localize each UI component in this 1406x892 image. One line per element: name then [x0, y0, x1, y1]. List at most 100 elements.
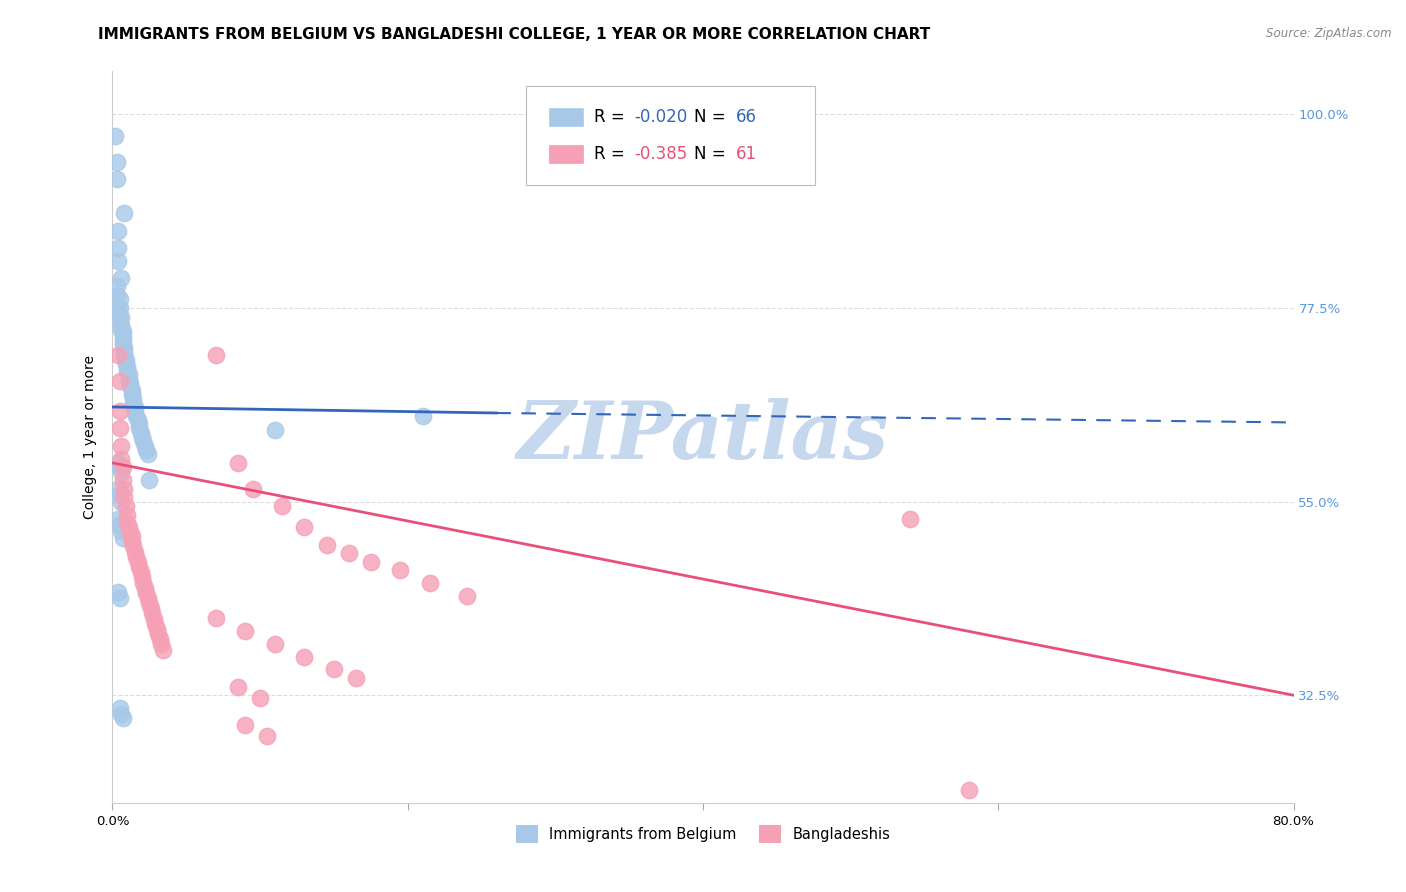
Point: [149, 632, 172, 647]
Point: [105, 288, 128, 302]
Point: [111, 324, 134, 338]
Point: [205, 611, 228, 625]
Point: [128, 560, 150, 574]
Point: [139, 601, 162, 615]
Point: [111, 337, 134, 351]
Point: [107, 305, 129, 319]
Point: [108, 301, 131, 315]
Point: [124, 404, 146, 418]
Point: [118, 368, 141, 382]
Text: R =: R =: [595, 145, 630, 163]
Point: [256, 729, 278, 743]
Point: [124, 544, 146, 558]
Text: -0.385: -0.385: [634, 145, 688, 163]
Point: [131, 430, 153, 444]
Point: [122, 540, 145, 554]
Point: [110, 271, 132, 285]
Point: [456, 589, 478, 603]
Point: [264, 637, 287, 651]
Point: [233, 624, 256, 638]
Point: [110, 439, 132, 453]
Text: IMMIGRANTS FROM BELGIUM VS BANGLADESHI COLLEGE, 1 YEAR OR MORE CORRELATION CHART: IMMIGRANTS FROM BELGIUM VS BANGLADESHI C…: [98, 27, 931, 42]
Point: [120, 376, 142, 390]
Point: [121, 529, 143, 543]
Point: [108, 517, 131, 532]
Point: [112, 348, 135, 362]
Point: [110, 465, 132, 479]
Point: [142, 612, 165, 626]
Point: [110, 524, 132, 538]
Point: [105, 279, 128, 293]
Text: 66: 66: [737, 108, 756, 126]
FancyBboxPatch shape: [526, 86, 815, 185]
Point: [111, 460, 134, 475]
Point: [143, 616, 166, 631]
Point: [112, 206, 135, 220]
Point: [135, 586, 157, 600]
Point: [112, 342, 135, 356]
Text: -0.020: -0.020: [634, 108, 688, 126]
Point: [136, 591, 159, 605]
Point: [111, 473, 134, 487]
Point: [271, 499, 294, 513]
Point: [121, 387, 143, 401]
Point: [111, 333, 134, 347]
Point: [114, 357, 136, 371]
Point: [134, 581, 156, 595]
Point: [127, 555, 149, 569]
Point: [205, 348, 228, 362]
Point: [125, 549, 148, 564]
Point: [107, 253, 129, 268]
Point: [121, 383, 143, 397]
Point: [110, 310, 132, 324]
Point: [108, 591, 131, 605]
Point: [122, 395, 145, 409]
Point: [344, 671, 367, 685]
Point: [132, 575, 155, 590]
Point: [120, 379, 142, 393]
Point: [108, 460, 131, 475]
Point: [323, 662, 346, 676]
Point: [108, 314, 131, 328]
Point: [249, 690, 271, 705]
Point: [114, 499, 136, 513]
Y-axis label: College, 1 year or more: College, 1 year or more: [83, 355, 97, 519]
Point: [117, 360, 138, 375]
Bar: [550, 108, 582, 126]
Text: R =: R =: [595, 108, 630, 126]
Point: [292, 649, 315, 664]
Point: [110, 451, 132, 466]
Text: N =: N =: [693, 145, 731, 163]
Point: [148, 627, 170, 641]
Point: [105, 154, 128, 169]
Point: [122, 392, 145, 406]
Point: [132, 434, 155, 449]
Point: [129, 565, 152, 579]
Text: Source: ZipAtlas.com: Source: ZipAtlas.com: [1267, 27, 1392, 40]
Point: [117, 508, 138, 522]
Point: [108, 701, 131, 715]
Point: [118, 372, 141, 386]
Point: [128, 417, 150, 432]
Text: 61: 61: [737, 145, 758, 163]
Point: [112, 482, 135, 496]
Point: [110, 494, 132, 508]
Point: [131, 570, 153, 584]
Point: [389, 564, 412, 578]
Point: [360, 555, 382, 569]
Point: [134, 439, 156, 453]
Point: [108, 488, 131, 502]
Point: [110, 322, 132, 336]
Point: [107, 348, 129, 362]
Point: [138, 596, 160, 610]
Text: N =: N =: [693, 108, 731, 126]
Point: [112, 344, 135, 359]
Point: [108, 374, 131, 388]
Point: [128, 421, 150, 435]
Point: [135, 442, 157, 457]
Point: [146, 622, 169, 636]
Point: [419, 576, 441, 591]
Point: [226, 680, 249, 694]
Bar: [550, 145, 582, 162]
Point: [129, 425, 152, 440]
